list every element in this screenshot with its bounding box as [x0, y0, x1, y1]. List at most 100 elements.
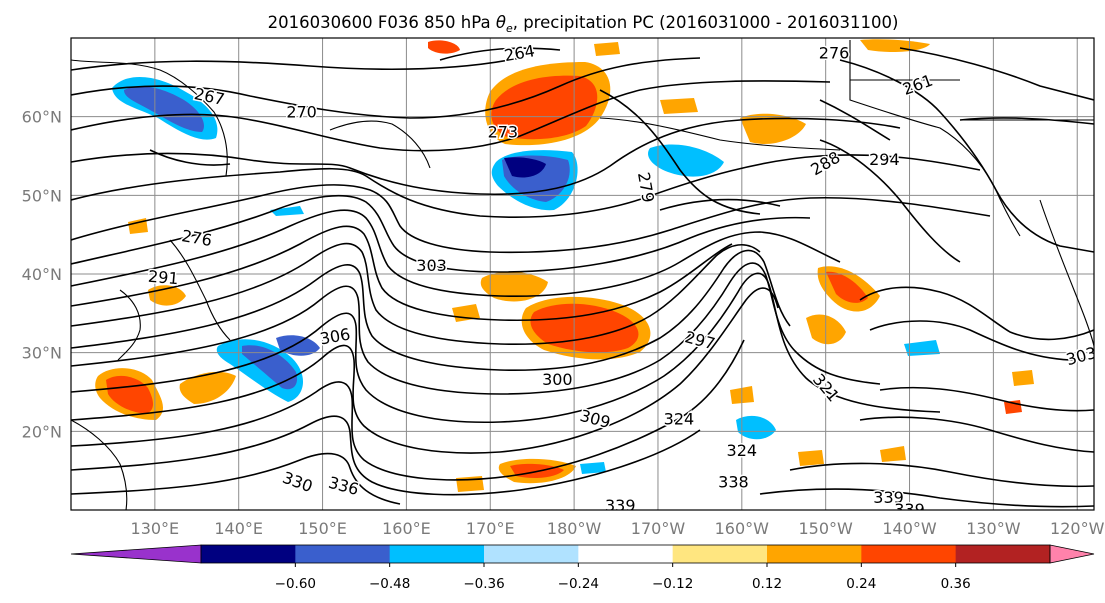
coastline [599, 117, 841, 151]
contour-line [819, 99, 891, 141]
contour-label: 276 [819, 44, 850, 63]
colorbar-bin [955, 545, 1051, 563]
contour-line [879, 386, 1094, 412]
coastlines [71, 40, 1094, 510]
contour-label: 294 [869, 150, 900, 169]
longitude-label: 170°E [466, 519, 515, 538]
contour-line [71, 80, 831, 152]
coastline [329, 120, 431, 169]
latitude-label: 40°N [22, 265, 62, 284]
colorbar: −0.60 −0.48 −0.36 −0.24 −0.12 0.12 0.24 0.36 [70, 544, 1095, 592]
precip-positive-area [491, 75, 598, 140]
precip-negative-area [580, 462, 606, 474]
precip-negative-area [242, 345, 298, 390]
colorbar-tick-label: 0.36 [941, 576, 971, 592]
longitude-label: 180°W [547, 519, 602, 538]
contour-line [659, 198, 781, 211]
contour-line [759, 488, 1094, 508]
colorbar-tick-label: −0.48 [369, 576, 410, 592]
longitude-label: 140°W [882, 519, 937, 538]
longitude-label: 140°E [214, 519, 263, 538]
contour-line [859, 416, 1094, 453]
contour-label: 279 [1095, 118, 1105, 137]
contour-line [439, 47, 561, 61]
contour-label: 291 [147, 267, 179, 289]
contour-line [869, 320, 1094, 361]
precip-positive-area [798, 450, 824, 466]
map-title: 2016030600 F036 850 hPa θe, precipitatio… [268, 13, 899, 35]
contour-label: 303 [416, 256, 447, 275]
precip-positive-area [428, 40, 460, 54]
longitude-label: 130°W [966, 519, 1021, 538]
coastline [117, 289, 141, 361]
precip-negative-area [736, 415, 776, 440]
contour-label: 306 [318, 324, 351, 348]
theta-e-contours [71, 47, 1094, 508]
gridlines [71, 38, 1094, 510]
contour-line [71, 452, 401, 505]
contour-line [71, 154, 981, 218]
contour-line [599, 89, 761, 215]
latitude-label: 60°N [22, 108, 62, 127]
longitude-label: 150°E [298, 519, 347, 538]
precip-positive-area [179, 371, 236, 404]
precip-positive-area [740, 113, 806, 144]
colorbar-tick-label: −0.36 [463, 576, 504, 592]
latitude-label: 50°N [22, 186, 62, 205]
colorbar-tick-label: −0.60 [275, 576, 316, 592]
latitude-label: 30°N [22, 344, 62, 363]
coastline [169, 239, 231, 341]
latitude-label: 20°N [22, 422, 62, 441]
contour-line [71, 242, 761, 346]
precip-negative-area [904, 340, 940, 356]
contour-line [71, 194, 811, 273]
precip-positive-area [880, 446, 906, 462]
contour-label: 339 [894, 500, 925, 519]
colorbar-bin [578, 545, 674, 563]
contour-label: 300 [542, 370, 573, 389]
precip-positive-area [860, 39, 930, 52]
contour-line [71, 272, 941, 424]
colorbar-extension-low [70, 544, 202, 564]
contour-label: 324 [727, 441, 758, 460]
contour-label: 334 [1100, 492, 1105, 511]
contour-label: 270 [286, 103, 317, 122]
colorbar-tick-label: 0.24 [846, 576, 876, 592]
contour-label: 339 [605, 496, 636, 515]
colorbar-tick-label: −0.24 [558, 576, 599, 592]
longitude-labels: 130°E 140°E 150°E 160°E 170°E 180°W 170°W 160°W… [131, 519, 1105, 538]
contour-line [71, 339, 745, 481]
contour-line [71, 225, 733, 322]
precip-positive-area [1012, 370, 1034, 386]
longitude-label: 170°W [631, 519, 686, 538]
precip-negative-area [276, 335, 320, 356]
colorbar-bin [767, 545, 862, 563]
colorbar-bin [295, 545, 391, 563]
contour-line [859, 286, 1094, 341]
precip-negative-area [504, 157, 546, 178]
precip-negative-area [648, 144, 724, 177]
contour-line [839, 59, 1094, 253]
precip-positive-area [826, 271, 868, 303]
colorbar-bin [389, 545, 485, 563]
colorbar-extension-high [1049, 544, 1095, 564]
contour-line [71, 249, 791, 372]
contour-label: 273 [488, 122, 519, 141]
colorbar-tick-label: −0.12 [652, 576, 693, 592]
contour-label: 338 [718, 472, 749, 491]
contour-line [959, 117, 1094, 125]
precip-negative-area [124, 86, 204, 132]
contour-labels: 2672642702732762792792612882942762913033… [146, 40, 1105, 519]
precip-positive-area [480, 271, 548, 302]
longitude-label: 120°W [1050, 519, 1105, 538]
longitude-label: 160°W [715, 519, 770, 538]
contour-line [71, 57, 521, 71]
contour-line [71, 184, 991, 254]
contour-label: 339 [873, 488, 904, 507]
coastline [849, 40, 1021, 237]
contour-line [819, 139, 961, 263]
longitude-label: 160°E [382, 519, 431, 538]
colorbar-bin [861, 545, 957, 563]
contour-line [789, 462, 1094, 488]
coastline [71, 419, 128, 510]
